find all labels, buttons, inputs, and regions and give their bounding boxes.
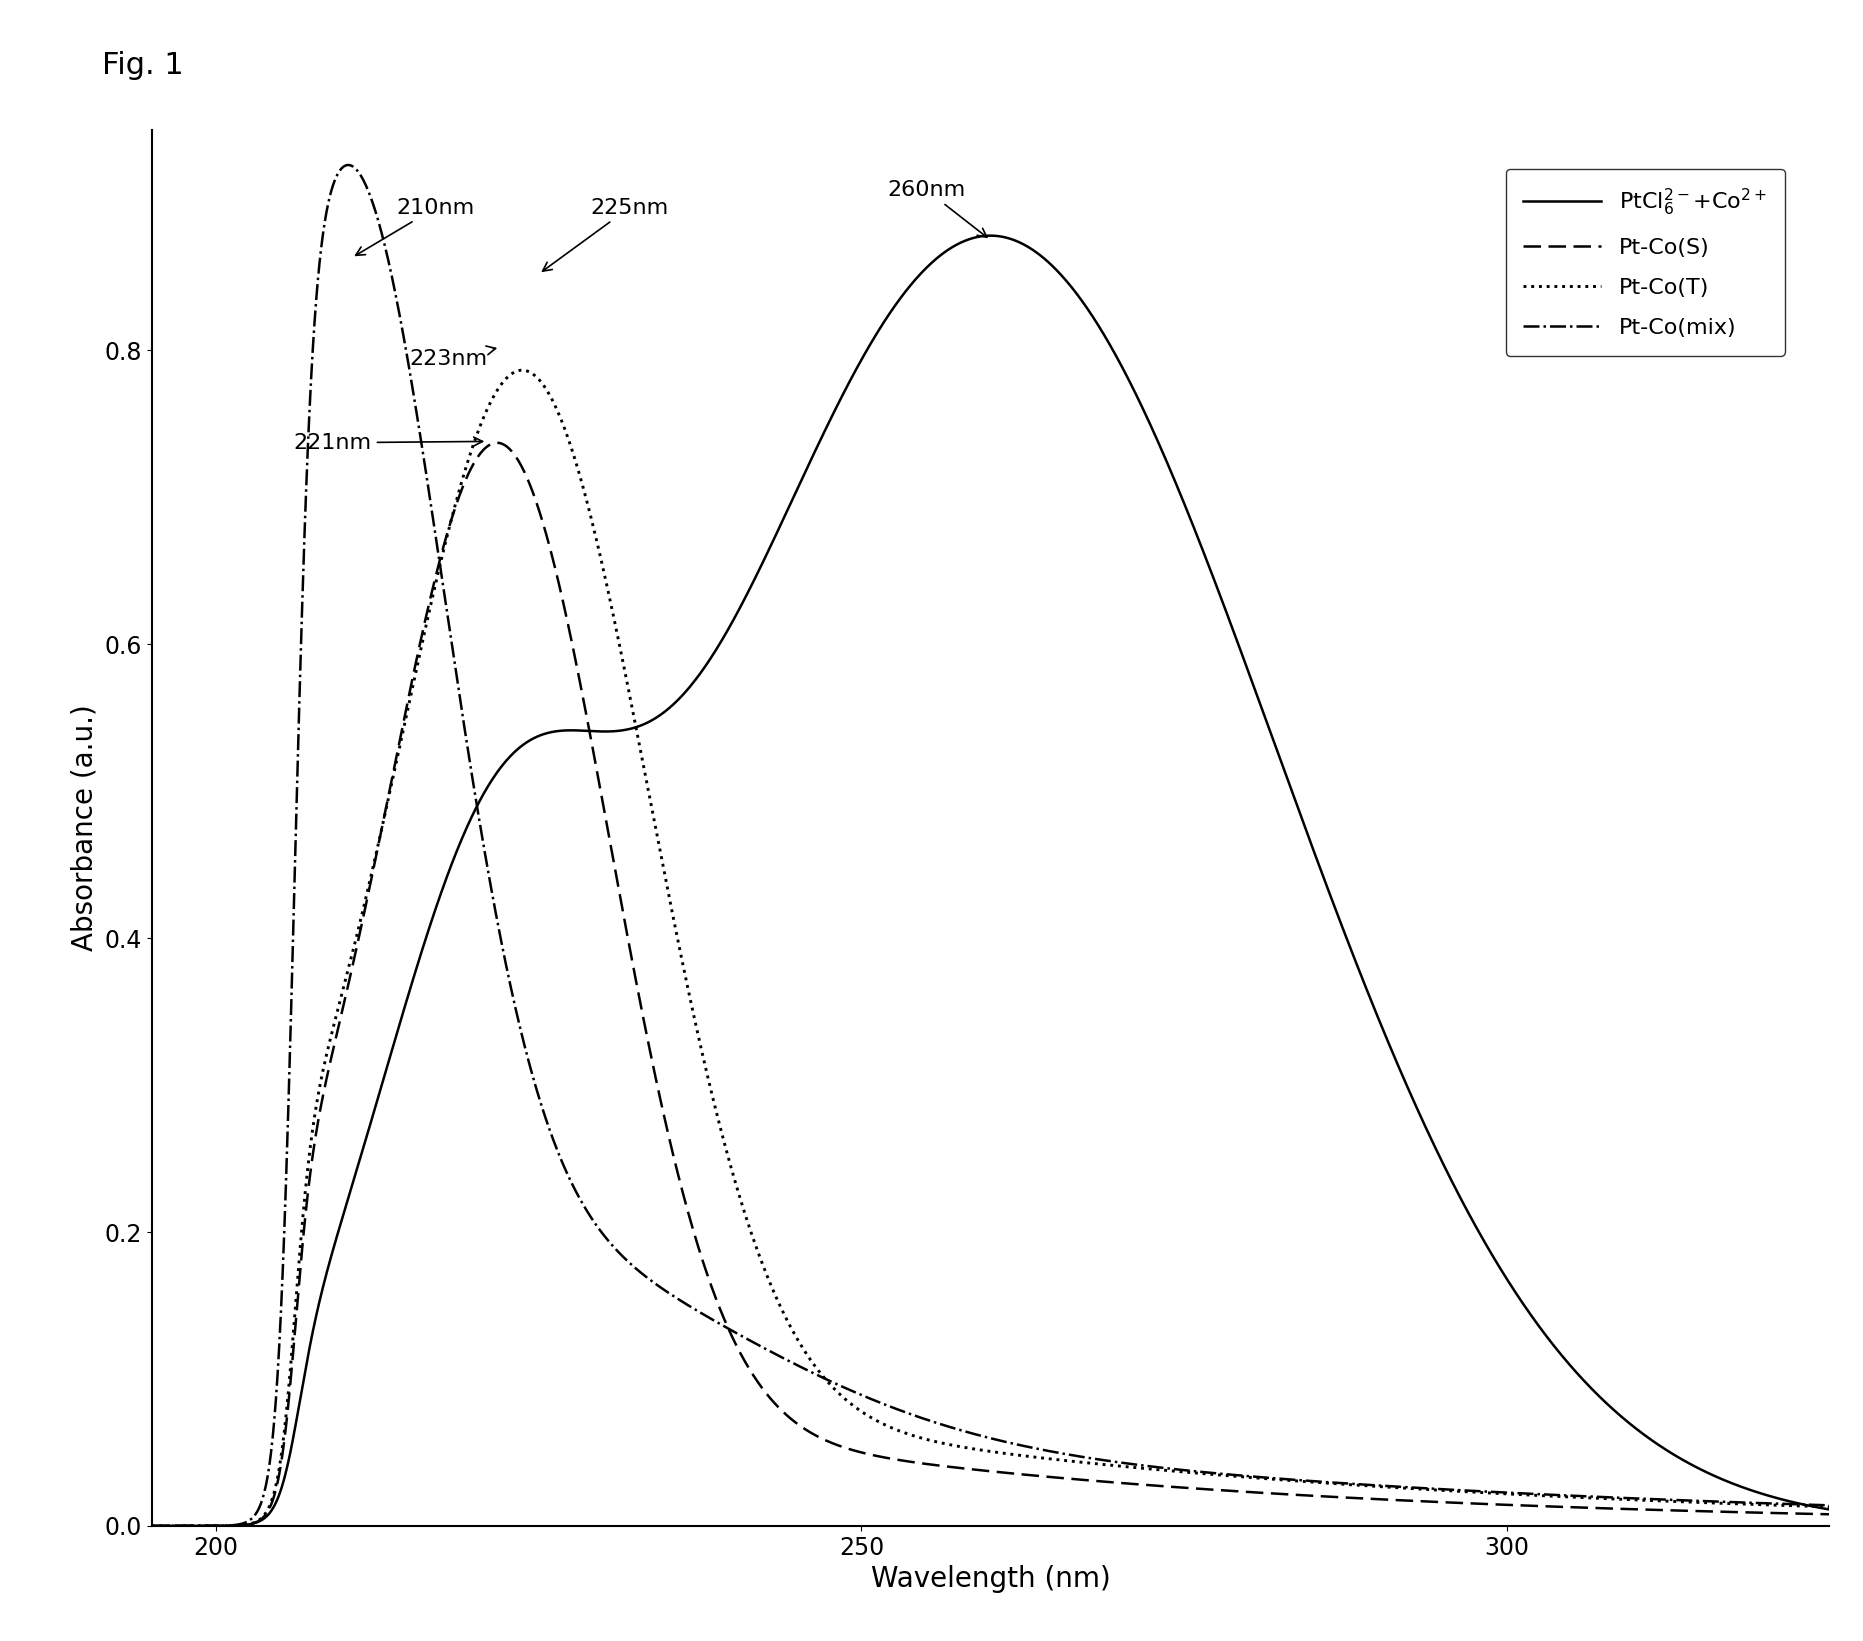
- Pt-Co(mix): [337, 156, 360, 176]
- Pt-Co(mix): [140, 1516, 162, 1536]
- Text: 260nm: 260nm: [887, 181, 987, 238]
- Pt-Co(T): [510, 361, 533, 381]
- PtCl$_6^{2-}$+Co$^{2+}$: [956, 230, 978, 249]
- Text: 223nm: 223nm: [410, 346, 496, 369]
- Pt-Co(T): [140, 1516, 162, 1536]
- X-axis label: Wavelength (nm): Wavelength (nm): [870, 1566, 1110, 1593]
- Pt-Co(mix): [958, 1423, 980, 1442]
- Pt-Co(mix): [1818, 1495, 1841, 1515]
- Pt-Co(T): [1818, 1497, 1841, 1516]
- PtCl$_6^{2-}$+Co$^{2+}$: [1462, 1213, 1485, 1232]
- Pt-Co(T): [1462, 1482, 1485, 1502]
- Pt-Co(T): [1770, 1495, 1792, 1515]
- Pt-Co(S): [140, 1516, 162, 1536]
- Pt-Co(T): [225, 1516, 248, 1536]
- Pt-Co(mix): [1770, 1493, 1792, 1513]
- Pt-Co(mix): [1462, 1482, 1485, 1502]
- Pt-Co(S): [1770, 1503, 1792, 1523]
- PtCl$_6^{2-}$+Co$^{2+}$: [1770, 1490, 1792, 1510]
- Y-axis label: Absorbance (a.u.): Absorbance (a.u.): [71, 704, 99, 952]
- Pt-Co(S): [958, 1459, 980, 1479]
- Text: Fig. 1: Fig. 1: [102, 51, 184, 80]
- Pt-Co(T): [913, 1429, 935, 1449]
- Line: Pt-Co(T): Pt-Co(T): [151, 371, 1829, 1526]
- Text: 210nm: 210nm: [356, 197, 475, 256]
- Pt-Co(mix): [225, 1515, 248, 1534]
- Line: Pt-Co(S): Pt-Co(S): [151, 443, 1829, 1526]
- Legend: PtCl$_6^{2-}$+Co$^{2+}$, Pt-Co(S), Pt-Co(T), Pt-Co(mix): PtCl$_6^{2-}$+Co$^{2+}$, Pt-Co(S), Pt-Co…: [1505, 169, 1785, 356]
- Text: 225nm: 225nm: [542, 197, 669, 271]
- Text: 221nm: 221nm: [294, 433, 483, 453]
- Pt-Co(T): [1770, 1495, 1792, 1515]
- Pt-Co(T): [958, 1438, 980, 1457]
- Pt-Co(mix): [1770, 1493, 1792, 1513]
- PtCl$_6^{2-}$+Co$^{2+}$: [140, 1516, 162, 1536]
- PtCl$_6^{2-}$+Co$^{2+}$: [911, 261, 933, 281]
- Line: Pt-Co(mix): Pt-Co(mix): [151, 166, 1829, 1526]
- Pt-Co(S): [913, 1454, 935, 1474]
- Pt-Co(S): [1462, 1493, 1485, 1513]
- Pt-Co(S): [1770, 1503, 1792, 1523]
- PtCl$_6^{2-}$+Co$^{2+}$: [225, 1516, 248, 1536]
- Pt-Co(S): [225, 1516, 248, 1536]
- Line: PtCl$_6^{2-}$+Co$^{2+}$: PtCl$_6^{2-}$+Co$^{2+}$: [151, 236, 1829, 1526]
- PtCl$_6^{2-}$+Co$^{2+}$: [978, 226, 1000, 246]
- Pt-Co(mix): [913, 1410, 935, 1429]
- Pt-Co(S): [1818, 1505, 1841, 1524]
- PtCl$_6^{2-}$+Co$^{2+}$: [1770, 1490, 1792, 1510]
- Pt-Co(S): [486, 433, 509, 453]
- PtCl$_6^{2-}$+Co$^{2+}$: [1818, 1500, 1841, 1520]
